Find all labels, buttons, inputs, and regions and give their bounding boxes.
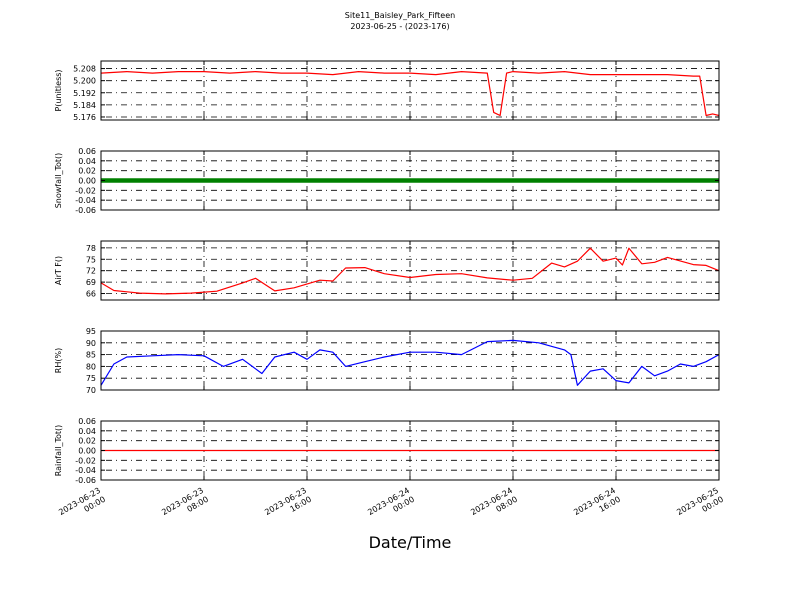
series-line-0 [100,70,720,117]
series-line-2 [100,247,720,295]
y-tick-label: -0.06 [75,206,96,215]
y-tick-label: 90 [86,339,96,348]
y-axis-label-0: P(unitless) [54,69,63,111]
y-tick-label: 0.04 [78,157,96,166]
y-tick-label: 5.208 [73,65,96,74]
y-tick-label: 95 [86,327,96,336]
chart-subtitle: 2023-06-25 - (2023-176) [350,22,450,31]
series-line-3 [100,339,720,386]
chart-title-block: Site11_Baisley_Park_Fifteen 2023-06-25 -… [0,10,800,32]
y-tick-label: 0.02 [78,437,96,446]
x-tick-label: 2023-06-2416:00 [572,486,622,526]
y-tick-label: 0.06 [78,417,96,426]
y-tick-label: 75 [86,374,96,383]
y-axis-label-3: RH(%) [54,348,63,373]
y-axis-label-1: Snowfall_Tot() [54,153,63,209]
y-tick-label: 85 [86,351,96,360]
y-tick-label: 75 [86,255,96,264]
y-tick-label: -0.04 [75,466,96,475]
y-tick-label: 5.176 [73,113,96,122]
x-tick-label: 2023-06-2500:00 [675,486,725,526]
y-tick-label: -0.04 [75,196,96,205]
y-tick-label: 0.00 [78,447,96,456]
y-tick-label: -0.02 [75,456,96,465]
y-tick-label: 0.02 [78,167,96,176]
y-tick-label: 70 [86,386,96,395]
y-axis-label-4: Rainfall_Tot() [54,425,63,477]
y-tick-label: 80 [86,362,96,371]
x-tick-label: 2023-06-2400:00 [366,486,416,526]
chart-title: Site11_Baisley_Park_Fifteen [344,11,456,20]
x-tick-label: 2023-06-2316:00 [263,486,313,526]
y-tick-label: 5.200 [73,77,96,86]
y-tick-label: 69 [86,278,96,287]
x-tick-label: 2023-06-2300:00 [57,486,107,526]
y-tick-label: 5.192 [73,89,96,98]
y-tick-label: -0.06 [75,476,96,485]
y-tick-label: 72 [86,267,96,276]
y-tick-label: -0.02 [75,186,96,195]
y-tick-label: 0.06 [78,147,96,156]
x-tick-label: 2023-06-2408:00 [469,486,519,526]
x-tick-label: 2023-06-2308:00 [160,486,210,526]
x-axis-label: Date/Time [368,533,452,552]
y-tick-label: 0.04 [78,427,96,436]
y-tick-label: 0.00 [78,177,96,186]
y-tick-label: 78 [86,244,96,253]
y-tick-label: 5.184 [73,101,96,110]
y-axis-label-2: AirT F() [54,256,63,285]
y-tick-label: 66 [86,290,96,299]
